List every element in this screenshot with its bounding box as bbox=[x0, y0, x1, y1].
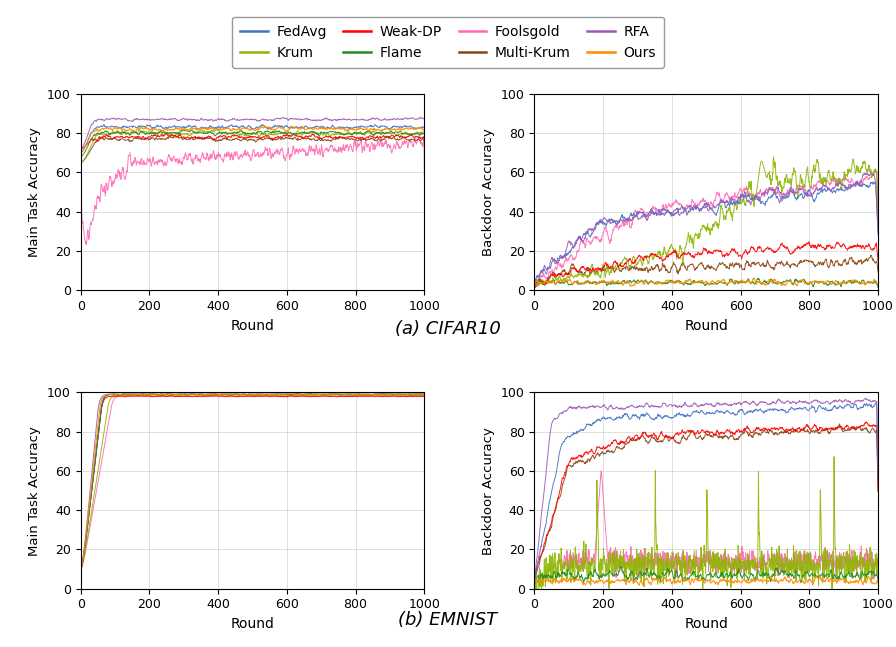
X-axis label: Round: Round bbox=[230, 617, 274, 631]
Y-axis label: Backdoor Accuracy: Backdoor Accuracy bbox=[482, 426, 495, 554]
Y-axis label: Main Task Accuracy: Main Task Accuracy bbox=[29, 127, 41, 257]
X-axis label: Round: Round bbox=[230, 318, 274, 333]
X-axis label: Round: Round bbox=[685, 318, 728, 333]
Legend: FedAvg, Krum, Weak-DP, Flame, Foolsgold, Multi-Krum, RFA, Ours: FedAvg, Krum, Weak-DP, Flame, Foolsgold,… bbox=[232, 17, 664, 69]
Y-axis label: Main Task Accuracy: Main Task Accuracy bbox=[29, 426, 41, 556]
X-axis label: Round: Round bbox=[685, 617, 728, 631]
Text: (a) CIFAR10: (a) CIFAR10 bbox=[395, 320, 501, 338]
Y-axis label: Backdoor Accuracy: Backdoor Accuracy bbox=[482, 128, 495, 256]
Text: (b) EMNIST: (b) EMNIST bbox=[399, 611, 497, 630]
